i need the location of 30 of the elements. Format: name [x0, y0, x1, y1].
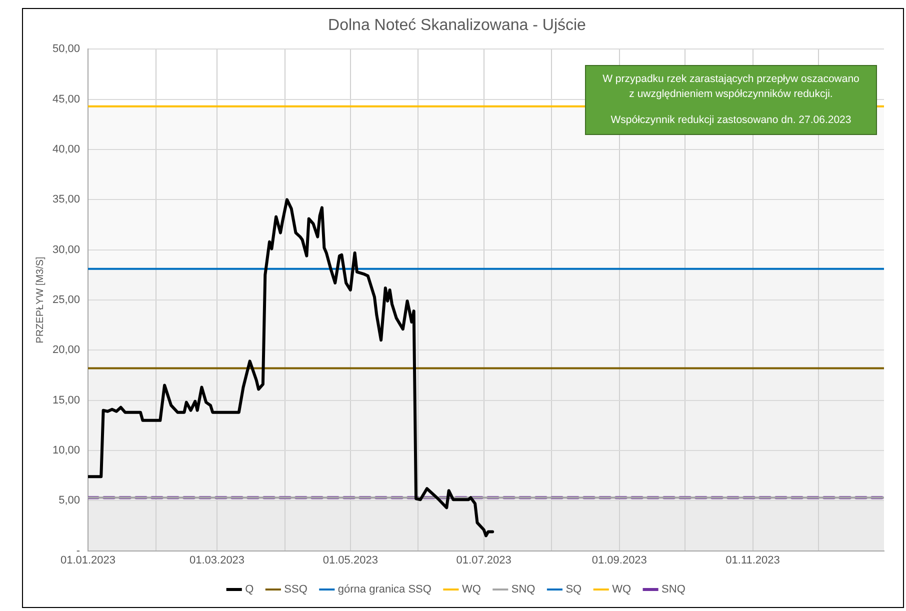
y-tick-label: 40,00: [52, 144, 80, 156]
legend-label: SQ: [566, 584, 582, 596]
x-tick-label: 01.11.2023: [726, 554, 780, 566]
x-tick-label: 01.07.2023: [456, 554, 512, 566]
annotation: Współczynnik redukcji zastosowano dn. 27.06.2023: [610, 113, 852, 128]
y-tick-label: 25,00: [52, 294, 80, 306]
note-box: W przypadku rzek zarastających przepływ oszacowano z uwzględnieniem współczynników redukcji. Współczynnik redukcji zastosowano dn. 27.06.2023: [585, 65, 877, 136]
y-tick-label: -: [76, 544, 80, 557]
legend-label: WQ: [462, 584, 482, 596]
y-tick-label: 45,00: [52, 93, 80, 106]
annotation: W przypadku rzek zarastających przepływ oszacowano z uwzględnieniem współczynników redukcji.: [602, 72, 860, 102]
y-tick-label: 30,00: [52, 244, 80, 256]
legend-label: Q: [245, 584, 254, 596]
y-tick-label: 50,00: [52, 43, 80, 56]
legend-label: górna granica SSQ: [338, 584, 432, 596]
legend-label: SNQ: [662, 584, 686, 596]
x-tick-label: 01.03.2023: [189, 554, 245, 566]
x-tick-label: 01.05.2023: [322, 554, 378, 566]
y-tick-label: 20,00: [52, 344, 80, 356]
x-tick-label: 01.01.2023: [60, 554, 116, 566]
y-tick-label: 35,00: [52, 194, 80, 206]
y-tick-label: 15,00: [52, 394, 80, 406]
y-tick-label: 10,00: [52, 444, 80, 457]
chart-title: Dolna Noteć Skanalizowana - Ujście: [328, 17, 586, 34]
y-axis-title: PRZEPŁYW [M3/S]: [34, 256, 46, 344]
legend-label: WQ: [612, 584, 632, 596]
legend-label: SNQ: [511, 584, 536, 596]
y-tick-label: 5,00: [58, 494, 80, 507]
legend-label: SSQ: [284, 584, 308, 596]
x-tick-label: 01.09.2023: [592, 554, 647, 566]
